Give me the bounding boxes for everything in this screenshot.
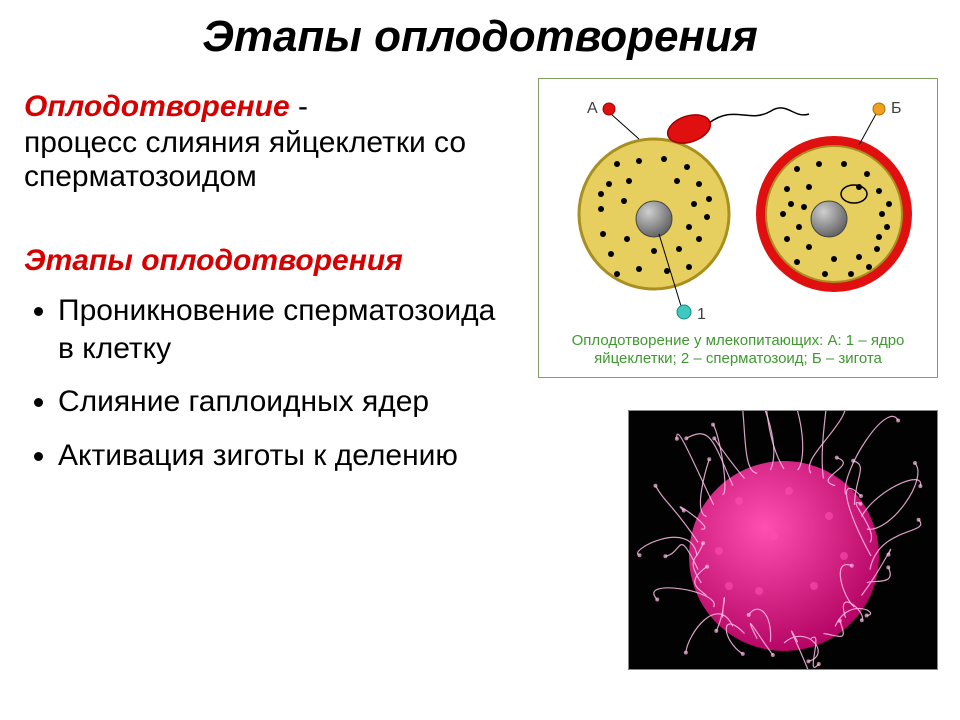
left-column: Оплодотворение - процесс слияния яйцекле… [24, 90, 504, 490]
photo-svg [629, 411, 938, 670]
stage-list: Проникновение сперматозоида в клетку Сли… [24, 292, 504, 474]
list-item: Активация зиготы к делению [58, 437, 504, 475]
definition-term: Оплодотворение [24, 90, 290, 123]
list-item: Проникновение сперматозоида в клетку [58, 292, 504, 367]
svg-text:1: 1 [697, 306, 706, 323]
diagram-caption: Оплодотворение у млекопитающих: А: 1 – я… [549, 332, 927, 370]
fertilization-diagram: А Б 1 Оплодотворение у млекопитающих: А: 1… [538, 78, 938, 378]
microscopy-photo [628, 410, 938, 670]
diagram-svg: А Б 1 [539, 79, 939, 329]
svg-text:А: А [587, 100, 598, 117]
svg-text:Б: Б [891, 100, 902, 117]
definition-block: Оплодотворение - процесс слияния яйцекле… [24, 90, 504, 194]
definition-body: процесс слияния яйцеклетки со сперматозо… [24, 126, 504, 194]
list-item: Слияние гаплоидных ядер [58, 383, 504, 421]
definition-dash: - [298, 90, 308, 123]
stages-heading: Этапы оплодотворения [24, 244, 504, 278]
page-title: Этапы оплодотворения [0, 0, 960, 70]
